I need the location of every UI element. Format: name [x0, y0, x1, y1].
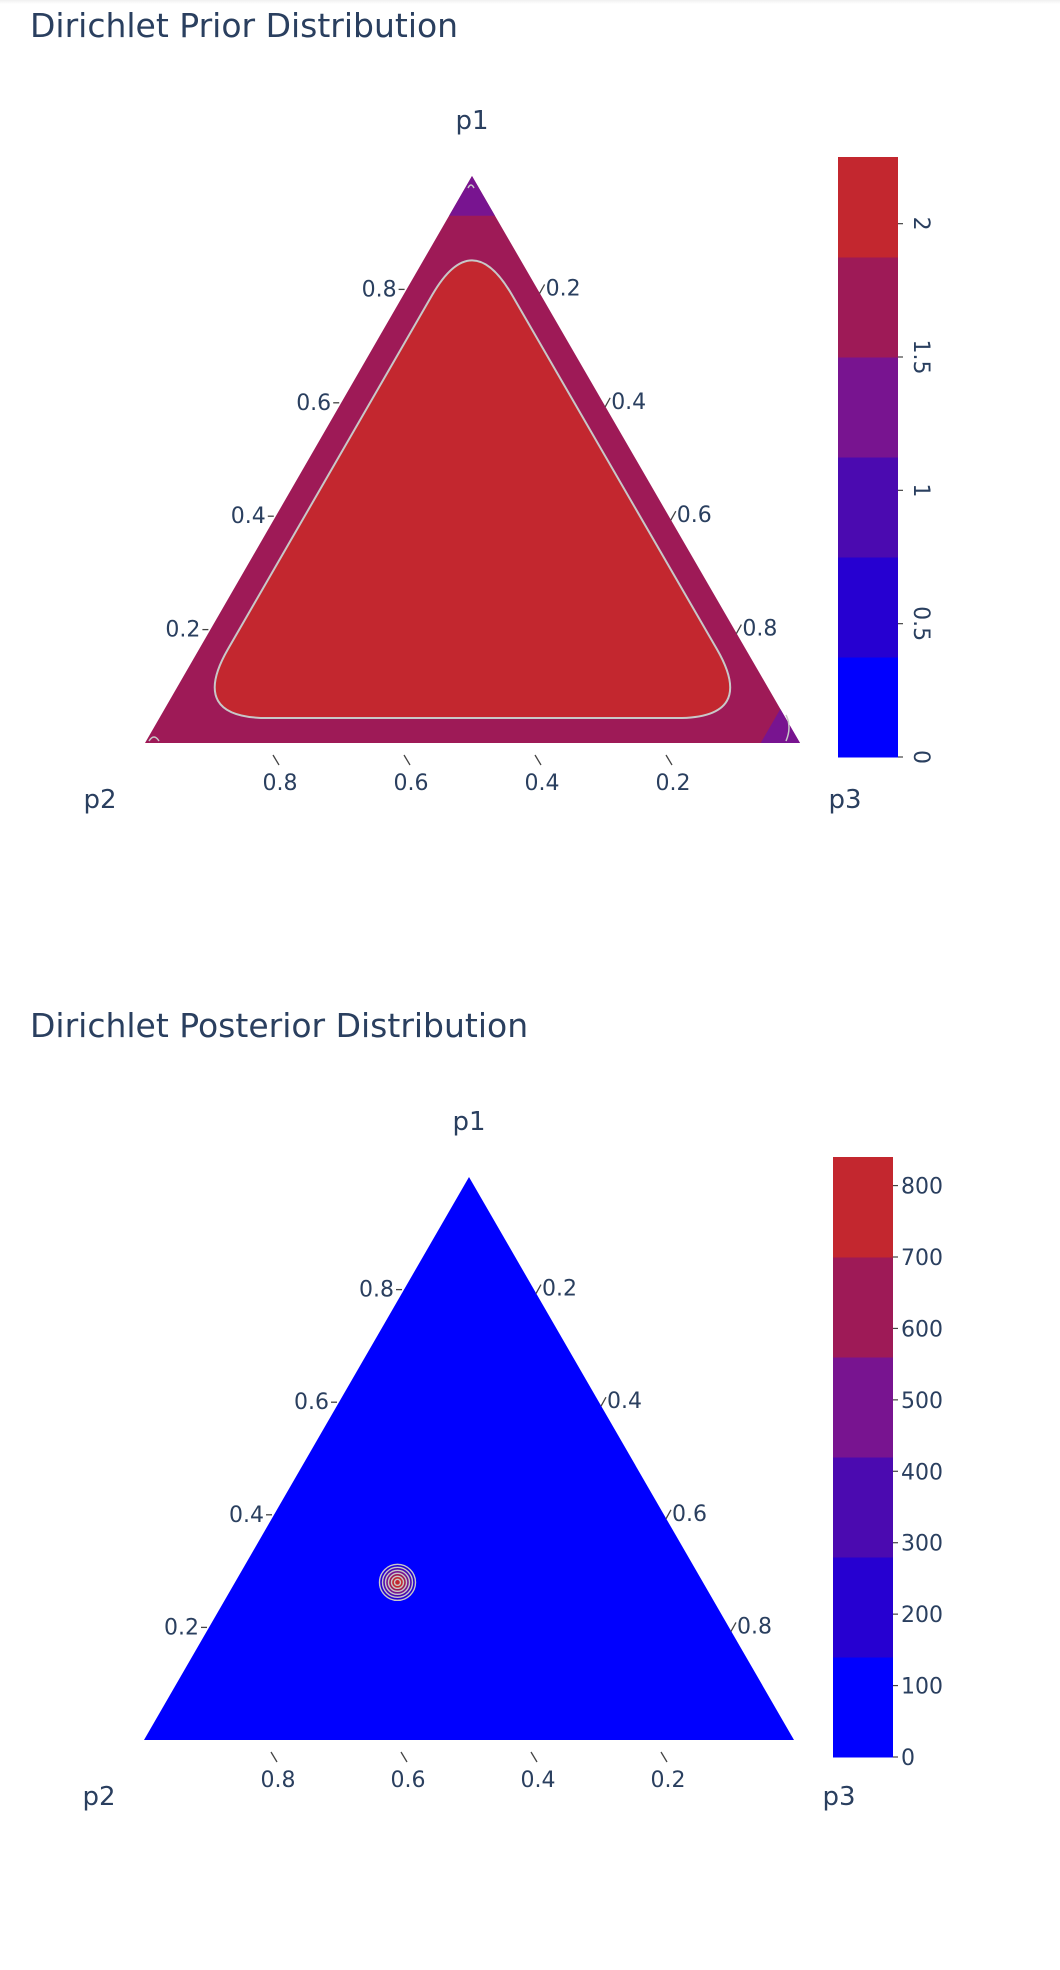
prior-c-axis-tick-label: 0.4	[611, 390, 646, 415]
prior-corner-contour-p2	[148, 736, 160, 742]
prior-ternary-plot: 0.2 0.4 0.6 0.8 0.2 0.4 0.6 0.8 0.8 0.6 0.4 0.2 p1 p2…	[83, 106, 933, 815]
prior-b-axis-tick	[272, 754, 280, 766]
prior-colorbar-tick-label: 0.5	[908, 606, 933, 641]
prior-a-axis-tick-label: 0.2	[165, 618, 200, 643]
prior-corner-contour-p3	[785, 714, 790, 742]
posterior-colorbar-tick-label: 600	[901, 1317, 943, 1342]
posterior-colorbar-band	[833, 1357, 893, 1458]
prior-c-axis-tick	[670, 510, 677, 521]
prior-axis-title-p2: p2	[83, 785, 116, 815]
prior-colorbar-band	[838, 557, 898, 658]
prior-c-axis-tick-label: 0.6	[677, 503, 712, 528]
posterior-colorbar-tick-label: 300	[901, 1532, 943, 1557]
prior-chart-title: Dirichlet Prior Distribution	[30, 6, 459, 45]
posterior-b-axis-tick-label: 0.2	[651, 1768, 686, 1793]
posterior-b-axis-tick-label: 0.6	[391, 1768, 426, 1793]
posterior-b-axis-tick	[400, 1751, 408, 1763]
prior-a-axis-tick-label: 0.8	[362, 277, 397, 302]
posterior-c-axis-tick	[535, 1284, 542, 1294]
prior-corner-p3-region	[760, 708, 800, 743]
posterior-a-axis-tick-label: 0.8	[359, 1278, 394, 1303]
prior-b-axis-tick	[403, 754, 411, 766]
prior-contour-level-2	[213, 259, 732, 720]
posterior-chart-title: Dirichlet Posterior Distribution	[30, 1006, 529, 1045]
prior-b-axis-tick	[534, 754, 542, 766]
posterior-axis-title-p3: p3	[822, 1782, 855, 1812]
posterior-colorbar-tick-label: 800	[901, 1175, 943, 1200]
prior-colorbar-band	[838, 157, 898, 258]
posterior-b-axis-tick-label: 0.4	[521, 1768, 556, 1793]
posterior-colorbar-tick-label: 0	[901, 1746, 915, 1771]
posterior-chart-panel: Dirichlet Posterior Distribution 0.2 0.4 0…	[0, 1000, 1060, 1970]
posterior-colorbar-band	[833, 1157, 893, 1258]
posterior-c-axis-tick-label: 0.2	[542, 1277, 577, 1302]
posterior-b-axis-tick-label: 0.8	[261, 1768, 296, 1793]
prior-colorbar-band	[838, 657, 898, 758]
posterior-c-axis-tick-label: 0.6	[672, 1502, 707, 1527]
posterior-colorbar-band	[833, 1457, 893, 1558]
posterior-axis-title-p2: p2	[82, 1782, 115, 1812]
prior-c-axis-tick	[539, 284, 546, 294]
posterior-axis-title-p1: p1	[452, 1107, 485, 1137]
posterior-c-axis-tick-label: 0.4	[607, 1389, 642, 1414]
posterior-c-axis-tick	[600, 1396, 607, 1407]
posterior-colorbar-band	[833, 1557, 893, 1658]
prior-colorbar-tick-label: 1	[908, 483, 933, 497]
posterior-colorbar-tick-label: 700	[901, 1246, 943, 1271]
posterior-b-axis-tick	[270, 1751, 278, 1763]
posterior-colorbar-tick-label: 500	[901, 1389, 943, 1414]
posterior-colorbar-tick-label: 100	[901, 1675, 943, 1700]
prior-b-axis-tick-label: 0.2	[656, 771, 691, 796]
prior-a-axis-tick-label: 0.6	[296, 391, 331, 416]
posterior-a-axis-tick-label: 0.2	[164, 1615, 199, 1640]
prior-corner-p1-region	[449, 176, 495, 216]
posterior-ternary-plot: 0.2 0.4 0.6 0.8 0.2 0.4 0.6 0.8 0.8 0.6 0.4 0.2 p1 p2…	[82, 1107, 943, 1812]
prior-axis-title-p3: p3	[828, 785, 861, 815]
prior-a-axis-tick-label: 0.4	[231, 504, 266, 529]
prior-b-axis-tick-label: 0.8	[263, 771, 298, 796]
posterior-a-axis-tick-label: 0.6	[294, 1390, 329, 1415]
posterior-ternary-fill	[144, 1177, 794, 1740]
prior-colorbar-tick-label: 1.5	[908, 340, 933, 375]
posterior-colorbar-band	[833, 1657, 893, 1758]
prior-c-axis-tick	[735, 624, 742, 634]
prior-colorbar-band	[838, 357, 898, 458]
prior-corner-contour-p1	[467, 184, 475, 189]
prior-axis-title-p1: p1	[455, 106, 488, 136]
top-divider	[0, 0, 1060, 4]
posterior-peak-contour-5	[393, 1578, 402, 1587]
prior-colorbar-band	[838, 257, 898, 358]
prior-c-axis-tick-label: 0.8	[742, 617, 777, 642]
posterior-a-axis-tick-label: 0.4	[229, 1503, 264, 1528]
prior-b-axis-tick-label: 0.6	[394, 771, 429, 796]
posterior-c-axis-tick	[665, 1509, 672, 1520]
prior-colorbar-tick-label: 2	[908, 217, 933, 231]
prior-c-axis-tick-label: 0.2	[546, 276, 581, 301]
posterior-b-axis-tick	[660, 1751, 668, 1763]
posterior-b-axis-tick	[530, 1751, 538, 1763]
prior-chart-panel: Dirichlet Prior Distribution 0.2 0.4 0.6 0.…	[0, 0, 1060, 970]
prior-b-axis-tick	[665, 754, 673, 766]
prior-c-axis-tick	[604, 397, 611, 408]
posterior-colorbar-band	[833, 1257, 893, 1358]
prior-colorbar-band	[838, 457, 898, 558]
prior-colorbar-tick-label: 0	[908, 750, 933, 764]
posterior-colorbar-tick-label: 200	[901, 1603, 943, 1628]
posterior-colorbar-tick-label: 400	[901, 1460, 943, 1485]
prior-b-axis-tick-label: 0.4	[525, 771, 560, 796]
posterior-c-axis-tick-label: 0.8	[737, 1614, 772, 1639]
posterior-c-axis-tick	[730, 1622, 737, 1632]
